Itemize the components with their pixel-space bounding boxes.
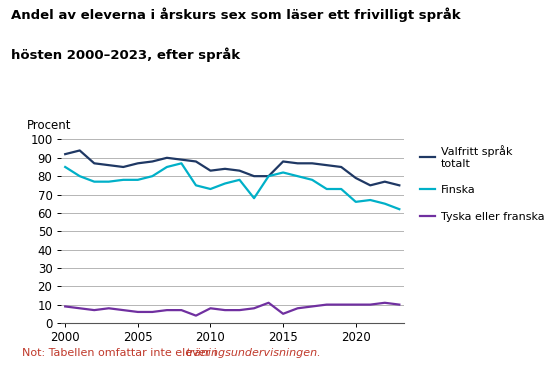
Text: träningsundervisningen.: träningsundervisningen. bbox=[185, 348, 321, 358]
Text: hösten 2000–2023, efter språk: hösten 2000–2023, efter språk bbox=[11, 48, 240, 62]
Text: Not: Tabellen omfattar inte elever i: Not: Tabellen omfattar inte elever i bbox=[22, 348, 221, 358]
Text: Procent: Procent bbox=[27, 119, 71, 132]
Legend: Valfritt språk
totalt, Finska, Tyska eller franska: Valfritt språk totalt, Finska, Tyska ell… bbox=[420, 145, 544, 222]
Text: Andel av eleverna i årskurs sex som läser ett frivilligt språk: Andel av eleverna i årskurs sex som läse… bbox=[11, 7, 461, 22]
